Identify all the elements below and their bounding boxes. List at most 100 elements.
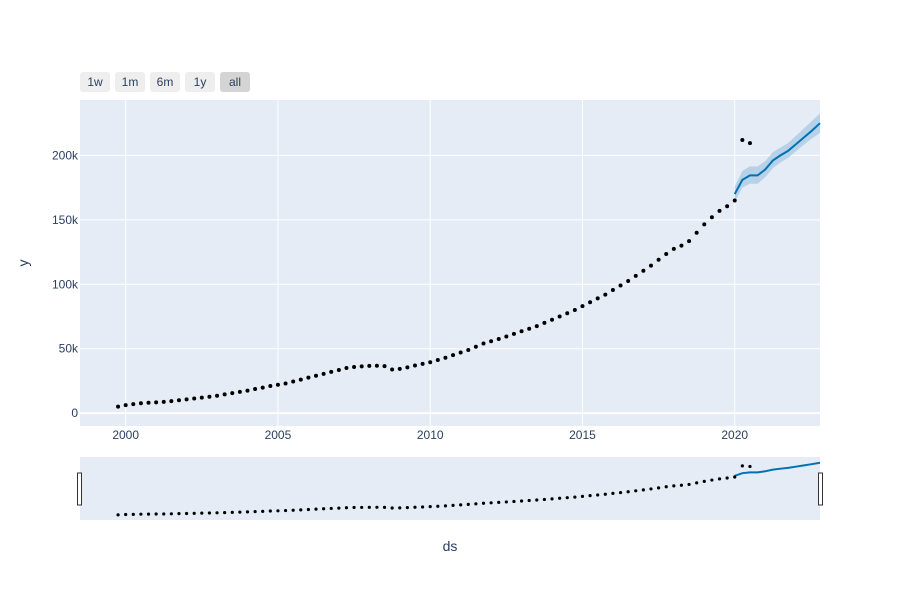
range-button-label: all	[229, 75, 241, 89]
rangeslider-point	[344, 506, 349, 510]
observed-point	[123, 403, 128, 408]
observed-point	[481, 341, 486, 346]
observed-point	[618, 283, 623, 288]
observed-point	[648, 263, 653, 268]
observed-point	[283, 381, 288, 386]
x-axis-title: ds	[443, 538, 458, 554]
y-tick-label: 0	[71, 406, 78, 420]
rangeslider-point	[184, 511, 189, 516]
observed-point	[656, 257, 661, 262]
observed-point	[245, 388, 250, 393]
observed-point	[694, 230, 699, 235]
observed-point	[740, 137, 745, 142]
rangeslider-point	[512, 499, 516, 504]
observed-point	[435, 358, 440, 363]
y-tick-label: 200k	[52, 148, 79, 162]
range-button-1y[interactable]: 1y	[185, 72, 215, 92]
rangeslider-point	[748, 464, 752, 469]
range-selector: 1w 1m 6m 1y all	[80, 72, 250, 92]
observed-point	[154, 400, 159, 405]
x-tick-label: 2020	[721, 428, 748, 442]
range-button-6m[interactable]: 6m	[150, 72, 180, 92]
observed-point	[260, 385, 265, 390]
rangeslider[interactable]	[80, 457, 820, 520]
rangeslider-point	[215, 511, 219, 515]
observed-point	[382, 364, 387, 369]
y-tick-label: 100k	[52, 277, 79, 291]
y-axis-title: y	[15, 260, 31, 267]
rangeslider-point	[299, 508, 303, 512]
rangeslider-point	[169, 512, 173, 516]
rangeslider-point	[306, 507, 310, 512]
observed-point	[550, 317, 555, 322]
rangeslider-point	[474, 502, 478, 506]
observed-point	[207, 394, 212, 399]
rangeslider-point	[139, 512, 143, 516]
range-button-label: 1y	[194, 75, 207, 89]
observed-point	[131, 402, 136, 407]
rangeslider-preview	[116, 461, 821, 517]
observed-point	[664, 251, 669, 256]
observed-point	[237, 389, 242, 394]
rangeslider-point	[679, 483, 684, 487]
rangeslider-point	[192, 511, 196, 515]
observed-point	[336, 367, 341, 372]
x-tick-label: 2000	[112, 428, 139, 442]
observed-point	[268, 384, 273, 389]
observed-point	[329, 369, 334, 374]
rangeslider-point	[672, 484, 676, 488]
observed-point	[565, 311, 570, 316]
rangeslider-point	[261, 509, 265, 513]
rangeslider-point	[451, 503, 455, 507]
range-button-1w[interactable]: 1w	[80, 72, 110, 92]
observed-point	[146, 400, 151, 405]
rangeslider-point	[580, 494, 585, 498]
observed-point	[359, 364, 364, 369]
rangeslider-point	[322, 507, 326, 511]
rangeslider-point	[413, 505, 417, 509]
observed-point	[405, 365, 410, 370]
rangeslider-point	[717, 477, 722, 481]
observed-point	[169, 399, 174, 404]
rangeslider-forecast-line	[734, 461, 821, 477]
rangeslider-point	[314, 507, 318, 511]
rangeslider-point	[702, 479, 706, 483]
observed-point	[671, 246, 676, 251]
rangeslider-point	[390, 506, 394, 510]
observed-point	[397, 366, 402, 371]
observed-point	[633, 273, 638, 278]
rangeslider-point	[504, 500, 508, 504]
rangeslider-point	[649, 487, 653, 491]
rangeslider-point	[177, 512, 181, 516]
rangeslider-point	[542, 497, 547, 502]
rangeslider-point	[398, 506, 402, 510]
range-button-all[interactable]: all	[220, 72, 250, 92]
observed-point	[504, 334, 509, 339]
rangeslider-point	[565, 496, 569, 500]
range-button-label: 1m	[122, 75, 139, 89]
observed-points-layer	[116, 137, 752, 409]
rangeslider-point	[276, 509, 280, 513]
plot-area[interactable]	[80, 100, 820, 426]
y-tick-label: 150k	[52, 213, 79, 227]
rangeslider-point	[230, 510, 234, 514]
observed-point	[588, 300, 593, 305]
rangeslider-point	[291, 508, 295, 512]
observed-point	[732, 198, 737, 203]
observed-point	[215, 393, 220, 398]
range-button-1m[interactable]: 1m	[115, 72, 145, 92]
observed-point	[511, 331, 516, 336]
rangeslider-point	[596, 493, 600, 497]
rangeslider-point	[535, 498, 539, 502]
rangeslider-left-handle[interactable]	[77, 472, 82, 506]
rangeslider-point	[154, 512, 158, 516]
observed-point	[321, 371, 326, 376]
rangeslider-right-handle[interactable]	[818, 472, 823, 506]
rangeslider-point	[367, 505, 371, 509]
plot-grid	[80, 100, 820, 426]
observed-point	[314, 373, 319, 378]
x-tick-label: 2010	[417, 428, 444, 442]
observed-point	[641, 268, 646, 273]
rangeslider-point	[603, 492, 607, 496]
